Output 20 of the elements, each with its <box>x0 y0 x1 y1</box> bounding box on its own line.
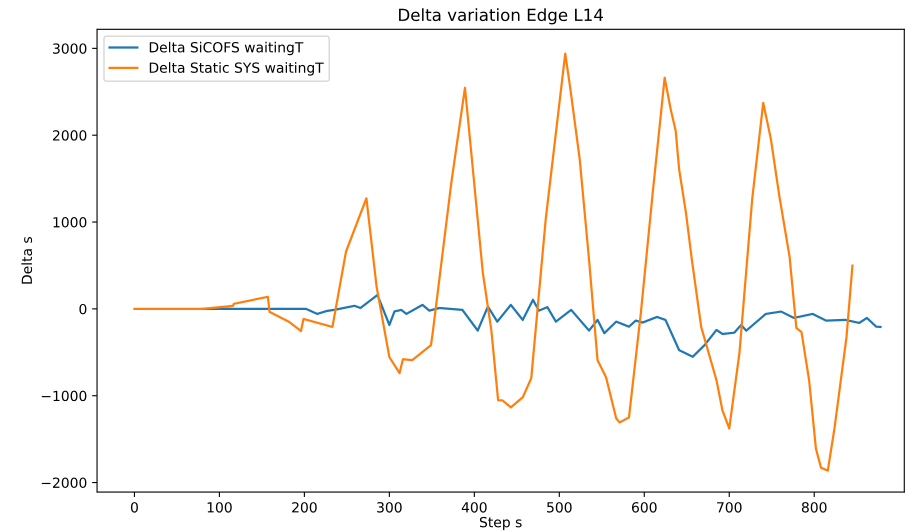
x-tick-label: 800 <box>802 502 827 513</box>
chart-title: Delta variation Edge L14 <box>399 8 603 24</box>
x-axis-title: Step s <box>480 516 522 530</box>
legend-label: Delta SiCOFS waitingT <box>150 42 304 56</box>
y-axis-title: Delta s <box>21 237 32 284</box>
y-tick-label: −1000 <box>42 390 86 402</box>
y-tick-label: −2000 <box>42 478 86 488</box>
x-tick-label: 500 <box>547 502 572 513</box>
y-tick-label: 1000 <box>54 217 86 228</box>
x-tick-label: 400 <box>462 502 487 513</box>
y-tick-label: 0 <box>79 304 86 314</box>
y-tick-label: 2000 <box>52 130 86 141</box>
x-tick-label: 200 <box>292 502 317 513</box>
x-tick-label: 100 <box>208 502 232 513</box>
x-tick-label: 700 <box>717 502 742 513</box>
x-tick-label: 0 <box>130 502 138 513</box>
x-tick-label: 600 <box>632 502 657 513</box>
legend-label: Delta Static SYS waitingT <box>150 62 324 76</box>
x-tick-label: 300 <box>377 502 402 513</box>
y-tick-label: 3000 <box>53 43 86 54</box>
